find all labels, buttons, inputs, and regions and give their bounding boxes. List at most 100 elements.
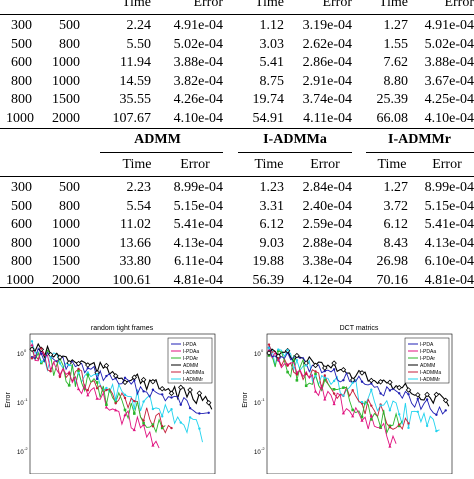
series-marker [360,400,364,404]
col-time: Time [378,0,408,10]
series-marker [416,397,419,401]
table-1: Time Error Time Error Time Error 300 500 2… [0,0,474,130]
rule [0,287,474,288]
series-marker [313,389,318,393]
series-marker [331,360,337,366]
plot-right-svg: DCT matrics Error 10 0 10 -1 10 -2 I-PDA… [242,325,453,475]
series-marker [323,369,326,373]
series-marker [123,396,127,400]
series-marker [57,354,63,361]
cell-error: 4.11e-04 [303,111,352,126]
cell-time: 70.16 [376,273,409,288]
series-marker [95,372,99,376]
series-marker [30,357,34,360]
cell-time: 5.41 [259,55,285,71]
series-marker [407,426,410,430]
series-marker [360,380,364,383]
series-marker [370,388,373,391]
cell-error: 5.41e-04 [173,217,223,233]
cell-error: 2.62e-04 [302,36,352,52]
series-marker [133,379,136,382]
col-error: Error [180,157,210,172]
series-marker [49,356,52,359]
group-i-admma: I-ADMMa [263,132,327,147]
plot-title: DCT matrics [340,325,379,332]
series-marker [68,363,71,367]
series-marker [205,399,212,406]
series-marker [379,425,382,429]
series-marker [114,402,117,405]
series-marker [150,378,156,385]
series-marker [40,347,43,350]
series-marker [123,408,127,412]
series-marker [323,397,327,401]
table-2: ADMM I-ADMMa I-ADMMr Time Error Time Err… [0,128,474,288]
cell-time: 5.54 [126,198,152,214]
series-marker [188,416,192,419]
series-marker [342,394,345,397]
series-marker [179,421,182,424]
cell-time: 35.55 [119,92,152,108]
cell-error: 6.11e-04 [174,254,223,270]
legend-label: ADMM [183,363,198,369]
series-marker [30,343,34,347]
series-marker [332,392,336,395]
series-marker [398,423,401,426]
cell-n: 500 [59,180,80,195]
tick-exp: 0 [261,348,264,353]
table-row: 1000 2000 107.67 4.10e-04 54.91 4.11e-04 66.08… [0,109,474,128]
series-marker [425,424,429,428]
table-1-header: Time Error Time Error Time Error [0,0,474,12]
series-marker [132,428,136,432]
series-marker [123,376,127,380]
series-marker [142,419,145,422]
series-marker [323,374,326,377]
cell-n: 1500 [52,92,80,108]
series-marker [266,350,272,356]
series-marker [178,384,184,391]
col-error: Error [310,157,340,172]
cell-n: 800 [59,198,80,214]
series-marker [160,426,164,430]
series-line-i-admma [31,347,172,434]
cell-error: 3.67e-04 [424,73,474,89]
cell-error: 4.13e-04 [424,235,474,251]
series-marker [77,371,80,375]
tick-exp: 0 [24,348,27,353]
col-time: Time [254,157,284,172]
cell-m: 800 [11,235,32,251]
series-marker [104,405,108,409]
table-row: 500 800 5.54 5.15e-04 3.31 2.40e-04 3.72 5.15e-… [0,197,474,216]
series-marker [267,343,271,346]
series-marker [133,412,136,415]
series-marker [114,408,118,412]
cell-error: 3.82e-04 [173,73,223,89]
series-marker [267,348,271,352]
legend-label: I-PDAr [420,356,435,362]
series-marker [151,388,155,391]
series-marker [277,357,280,360]
col-time: Time [122,157,152,172]
series-marker [370,418,373,421]
cell-time: 1.27 [383,180,409,195]
series-marker [377,379,384,385]
cell-error: 2.59e-04 [302,217,352,233]
cell-time: 13.66 [119,235,152,251]
series-marker [351,381,354,384]
series-line-i-pdaa [268,350,397,448]
tick-exp: -2 [261,446,265,451]
cell-n: 1000 [52,217,80,233]
series-marker [388,409,392,412]
series-marker [305,364,308,367]
series-marker [323,376,326,380]
axis-label-y: Error [5,392,12,408]
table-row: 800 1500 35.55 4.26e-04 19.74 3.74e-04 25.39 4.… [0,90,474,109]
legend-label: I-PDAr [183,356,198,362]
series-marker [105,403,108,407]
series-marker [75,360,82,367]
series-marker [170,408,173,411]
series-marker [161,424,164,428]
series-marker [397,424,401,428]
series-marker [332,402,336,406]
series-marker [435,429,438,433]
